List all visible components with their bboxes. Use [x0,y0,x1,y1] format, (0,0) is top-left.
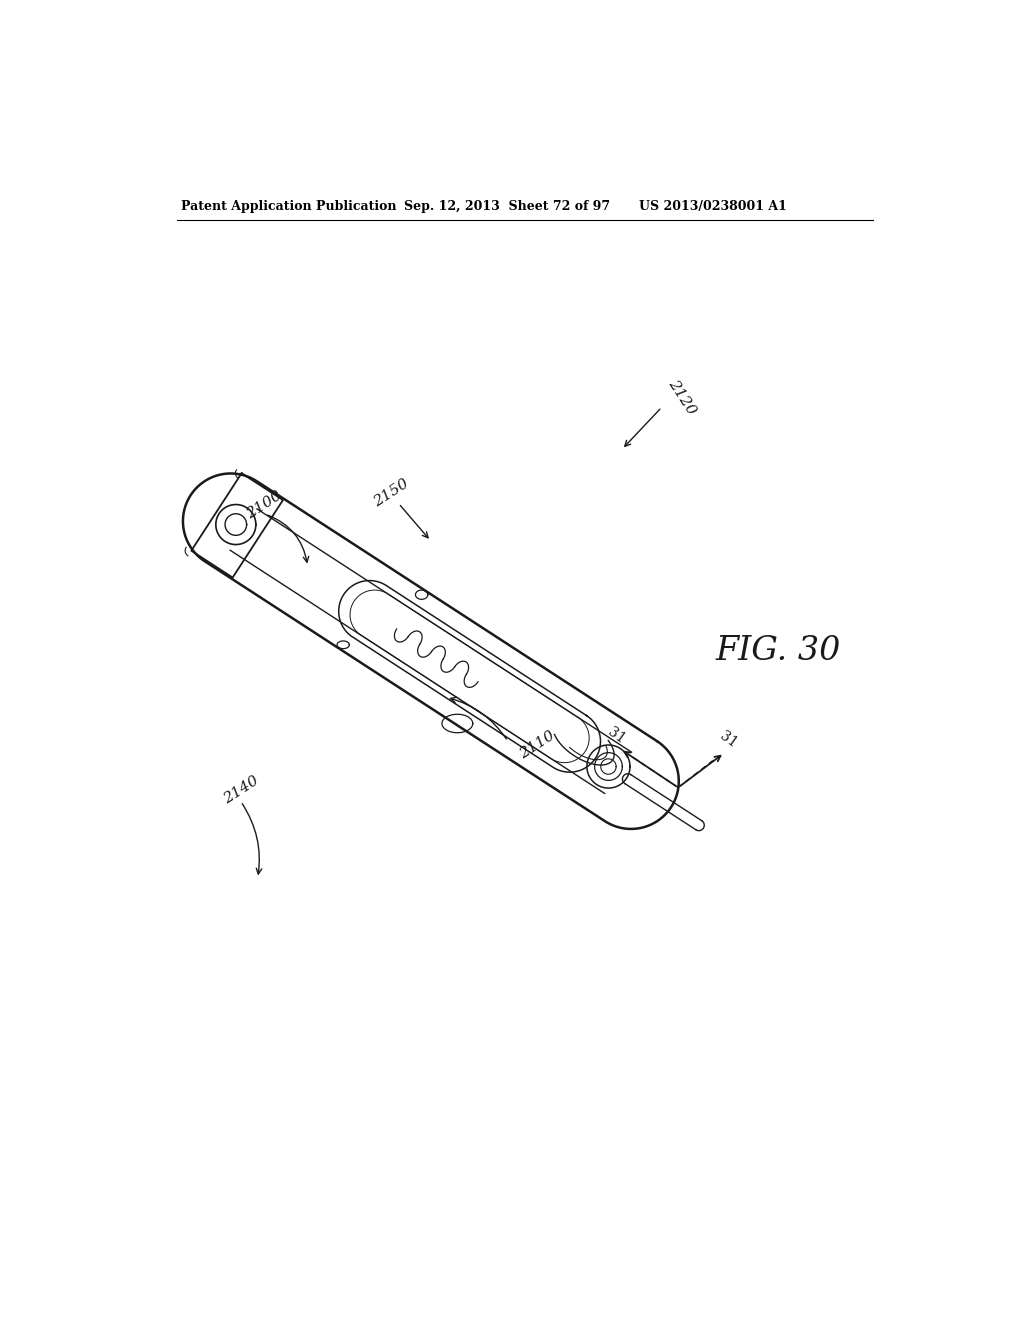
Text: 2100: 2100 [245,488,285,521]
Text: Sep. 12, 2013  Sheet 72 of 97: Sep. 12, 2013 Sheet 72 of 97 [403,201,610,214]
Text: 2150: 2150 [372,477,412,510]
Text: US 2013/0238001 A1: US 2013/0238001 A1 [639,201,786,214]
Text: 2120: 2120 [666,378,698,417]
Text: 2140: 2140 [221,774,262,807]
Text: Patent Application Publication: Patent Application Publication [180,201,396,214]
Text: FIG. 30: FIG. 30 [716,635,841,667]
Text: 2110: 2110 [517,729,557,762]
Text: 31: 31 [605,725,628,747]
Text: 31: 31 [717,729,739,751]
